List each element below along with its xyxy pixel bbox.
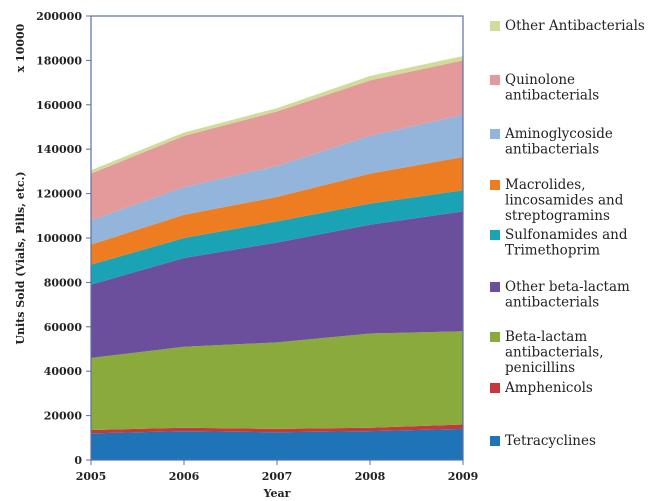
y-tick-label: 0 [74, 454, 82, 467]
legend-label: Trimethoprim [505, 243, 600, 259]
area-beta-lactam-antibacterials-penicillins [91, 331, 463, 431]
legend-item-tetracyclines: Tetracyclines [490, 433, 596, 449]
legend-label: antibacterials [505, 88, 599, 104]
x-axis-title: Year [263, 487, 291, 500]
y-tick-label: 80000 [44, 276, 83, 289]
legend-label: antibacterials, [505, 345, 604, 361]
legend-label: antibacterials [505, 142, 599, 158]
legend-item-macrolides-lincosamides-and-streptogramins: Macrolides,lincosamides andstreptogramin… [490, 177, 624, 224]
legend-label: Sulfonamides and [505, 227, 628, 243]
legend-swatch [490, 75, 500, 85]
area-aminoglycoside-antibacterials [91, 114, 463, 245]
y-tick-label: 140000 [36, 143, 82, 156]
legend-label: penicillins [505, 360, 575, 376]
legend-label: Aminoglycoside [504, 126, 613, 142]
legend-label: Amphenicols [504, 380, 593, 396]
y-tick-label: 20000 [44, 410, 83, 423]
x-tick-label: 2008 [355, 470, 386, 483]
x-axis: 2005 2006 2007 2008 2009 [76, 460, 479, 483]
legend-swatch [490, 180, 500, 190]
legend-swatch [490, 230, 500, 240]
legend-label: Other beta-lactam [505, 279, 630, 295]
area-tetracyclines [91, 428, 463, 460]
x-tick-label: 2007 [262, 470, 293, 483]
area-series-group [91, 55, 463, 460]
area-macrolides-lincosamides-and-streptogramins [91, 156, 463, 265]
y-tick-label: 40000 [44, 365, 83, 378]
x-tick-label: 2006 [169, 470, 200, 483]
y-tick-label: 100000 [36, 232, 82, 245]
legend-label: streptogramins [505, 208, 610, 224]
y-tick-label: 60000 [44, 321, 83, 334]
y-axis-title: Units Sold (Vials, Pills, etc.) [14, 171, 27, 344]
legend-item-amphenicols: Amphenicols [490, 380, 593, 396]
y-tick-label: 200000 [36, 10, 82, 23]
area-amphenicols [91, 424, 463, 434]
x-tick-label: 2005 [76, 470, 107, 483]
legend-label: Quinolone [505, 72, 575, 88]
x-tick-label: 2009 [448, 470, 479, 483]
y-axis-multiplier: x 10000 [14, 23, 27, 72]
legend-label: lincosamides and [505, 193, 624, 209]
y-tick-label: 120000 [36, 188, 82, 201]
legend-swatch [490, 383, 500, 393]
area-other-beta-lactam-antibacterials [91, 211, 463, 358]
y-tick-label: 160000 [36, 99, 82, 112]
legend-swatch [490, 436, 500, 446]
legend-label: Macrolides, [505, 177, 586, 193]
area-sulfonamides-and-trimethoprim [91, 190, 463, 285]
y-tick-label: 180000 [36, 54, 82, 67]
legend-swatch [490, 332, 500, 342]
legend-label: antibacterials [505, 295, 599, 311]
legend-label: Tetracyclines [505, 433, 596, 449]
legend: Other AntibacterialsQuinoloneantibacteri… [490, 18, 645, 449]
y-axis: 0 20000 40000 60000 80000 100000 120000 140000 1… [36, 10, 91, 467]
legend-swatch [490, 21, 500, 31]
legend-label: Other Antibacterials [505, 18, 645, 34]
legend-label: Beta-lactam [505, 329, 587, 345]
area-other-antibacterials [91, 55, 463, 174]
legend-item-other-antibacterials: Other Antibacterials [490, 18, 645, 34]
legend-swatch [490, 129, 500, 139]
legend-swatch [490, 282, 500, 292]
area-quinolone-antibacterials [91, 60, 463, 221]
